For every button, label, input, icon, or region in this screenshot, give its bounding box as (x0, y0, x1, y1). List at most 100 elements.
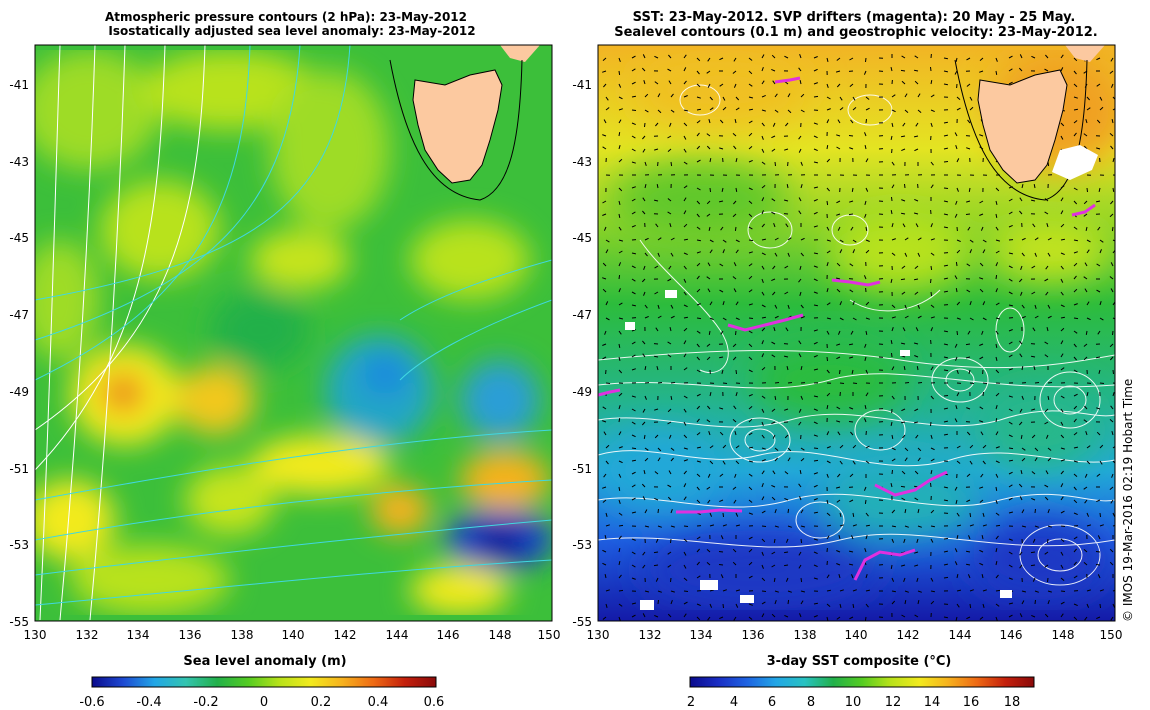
velocity-arrow (1060, 538, 1065, 542)
velocity-arrow (683, 577, 688, 581)
velocity-arrow (655, 223, 659, 228)
velocity-arrow (917, 590, 922, 593)
velocity-arrow (618, 226, 622, 231)
velocity-arrow (602, 420, 607, 423)
velocity-arrow (1073, 251, 1078, 254)
velocity-arrow (1008, 395, 1013, 398)
velocity-arrow (915, 434, 919, 439)
velocity-arrow (722, 512, 724, 518)
velocity-arrow (709, 301, 713, 306)
lon-tick-label: 134 (690, 628, 713, 642)
velocity-arrow (667, 211, 672, 215)
velocity-arrow (839, 96, 843, 101)
velocity-arrow (669, 122, 672, 127)
velocity-arrow (914, 355, 919, 358)
velocity-arrow (1110, 200, 1114, 205)
velocity-arrow (826, 473, 829, 478)
velocity-arrow (798, 564, 802, 569)
velocity-arrow (602, 406, 607, 410)
velocity-arrow (784, 564, 789, 567)
velocity-arrow (981, 573, 984, 579)
velocity-arrow (904, 382, 910, 384)
velocity-arrow (670, 93, 674, 98)
velocity-arrow (683, 525, 689, 527)
velocity-arrow (706, 133, 711, 137)
velocity-arrow (955, 145, 958, 150)
velocity-arrow (943, 407, 949, 410)
velocity-arrow (955, 405, 958, 410)
velocity-arrow (1019, 408, 1023, 413)
velocity-arrow (683, 265, 687, 270)
velocity-arrow (930, 327, 934, 332)
velocity-arrow (642, 408, 646, 413)
velocity-arrow (683, 304, 688, 308)
velocity-arrow (1047, 538, 1049, 544)
velocity-arrow (917, 237, 922, 241)
velocity-arrow (930, 509, 935, 514)
velocity-arrow (1096, 147, 1101, 150)
velocity-arrow (1073, 288, 1078, 293)
velocity-arrow (1111, 430, 1114, 436)
lat-tick-label: -53 (9, 538, 29, 552)
velocity-arrow (995, 70, 998, 75)
velocity-arrow (813, 484, 818, 488)
velocity-arrow (761, 459, 766, 462)
velocity-arrow (813, 602, 819, 605)
velocity-arrow (1073, 226, 1078, 230)
velocity-arrow (735, 524, 741, 527)
velocity-arrow (904, 237, 909, 241)
velocity-arrow (696, 343, 700, 348)
velocity-arrow (1083, 356, 1088, 361)
velocity-arrow (656, 183, 659, 189)
velocity-arrow (618, 560, 621, 566)
velocity-arrow (982, 317, 987, 321)
velocity-arrow (1110, 288, 1114, 293)
velocity-arrow (930, 161, 934, 166)
velocity-arrow (890, 564, 893, 569)
velocity-arrow (696, 200, 701, 205)
velocity-arrow (800, 365, 803, 371)
tasmania-land (412, 69, 503, 184)
velocity-arrow (761, 601, 766, 605)
velocity-arrow (930, 600, 935, 605)
velocity-arrow (642, 135, 646, 140)
velocity-arrow (904, 457, 908, 462)
velocity-arrow (1073, 108, 1079, 111)
velocity-arrow (865, 369, 869, 374)
lat-tick-label: -51 (572, 462, 592, 476)
velocity-arrow (982, 239, 987, 243)
velocity-arrow (943, 616, 949, 619)
velocity-arrow (1060, 304, 1065, 308)
velocity-arrow (917, 109, 922, 113)
velocity-arrow (956, 603, 960, 608)
velocity-arrow (1085, 119, 1088, 124)
velocity-arrow (761, 210, 764, 215)
velocity-arrow (943, 264, 949, 267)
velocity-arrow (618, 83, 622, 88)
velocity-arrow (708, 330, 711, 335)
velocity-arrow (901, 614, 906, 618)
velocity-arrow (722, 301, 725, 306)
velocity-arrow (798, 551, 802, 556)
velocity-arrow (917, 252, 921, 257)
velocity-arrow (732, 133, 737, 137)
velocity-arrow (653, 355, 659, 358)
velocity-arrow (642, 613, 646, 618)
velocity-arrow (683, 421, 687, 426)
lat-tick-label: -41 (9, 78, 29, 92)
velocity-arrow (771, 421, 776, 425)
velocity-arrow (1083, 276, 1088, 280)
velocity-arrow (955, 356, 958, 361)
velocity-arrow (709, 107, 714, 111)
velocity-arrow (826, 446, 831, 449)
velocity-arrow (903, 538, 906, 543)
velocity-arrow (618, 343, 621, 349)
velocity-arrow (618, 446, 623, 449)
velocity-arrow (735, 460, 740, 465)
velocity-arrow (865, 445, 870, 449)
velocity-arrow (956, 445, 961, 449)
velocity-arrow (969, 603, 972, 609)
velocity-arrow (642, 340, 646, 345)
velocity-arrow (995, 302, 1000, 306)
